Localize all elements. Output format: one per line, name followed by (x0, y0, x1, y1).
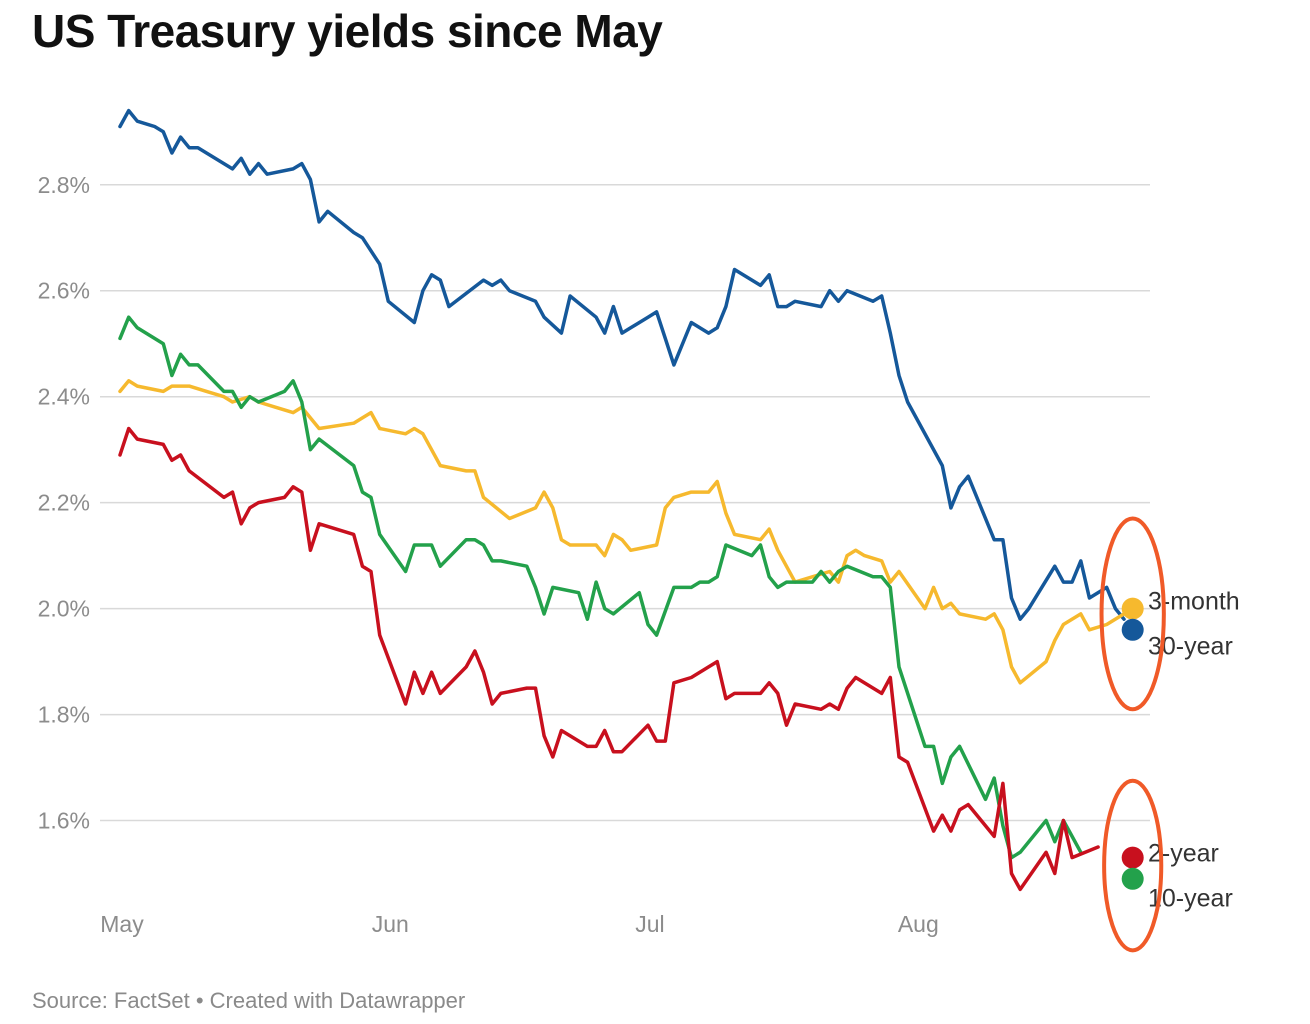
series-line-3-month (118, 379, 1135, 685)
source-note: Source: FactSet • Created with Datawrapp… (32, 988, 466, 1013)
x-tick-label: May (100, 911, 144, 937)
annotation-circle-1 (1099, 516, 1166, 712)
y-tick-label: 2.0% (38, 596, 90, 622)
end-marker-3-month (1121, 597, 1144, 620)
y-tick-label: 1.8% (38, 702, 90, 728)
series-lines (118, 108, 1135, 892)
y-tick-label: 2.8% (38, 172, 90, 198)
end-marker-30-year (1121, 618, 1144, 641)
end-markers (1121, 597, 1144, 890)
end-marker-2-year (1121, 846, 1144, 869)
y-tick-label: 2.2% (38, 490, 90, 516)
chart-title: US Treasury yields since May (32, 5, 663, 57)
y-tick-label: 2.4% (38, 384, 90, 410)
annotation-circles (1099, 516, 1166, 953)
x-tick-label: Jul (635, 911, 664, 937)
y-tick-label: 1.6% (38, 808, 90, 834)
series-line-30-year (118, 108, 1126, 621)
series-line-10-year (118, 315, 1083, 860)
y-tick-label: 2.6% (38, 278, 90, 304)
x-tick-label: Jun (372, 911, 409, 937)
end-marker-10-year (1121, 867, 1144, 890)
x-tick-label: Aug (898, 911, 939, 937)
series-line-2-year (118, 426, 1100, 892)
x-axis-tick-labels: May Jun Jul Aug (100, 911, 938, 937)
gridlines (100, 184, 1150, 822)
y-axis-tick-labels: 1.6% 1.8% 2.0% 2.2% 2.4% 2.6% 2.8% (38, 172, 90, 834)
annotation-circle-2 (1102, 778, 1164, 953)
